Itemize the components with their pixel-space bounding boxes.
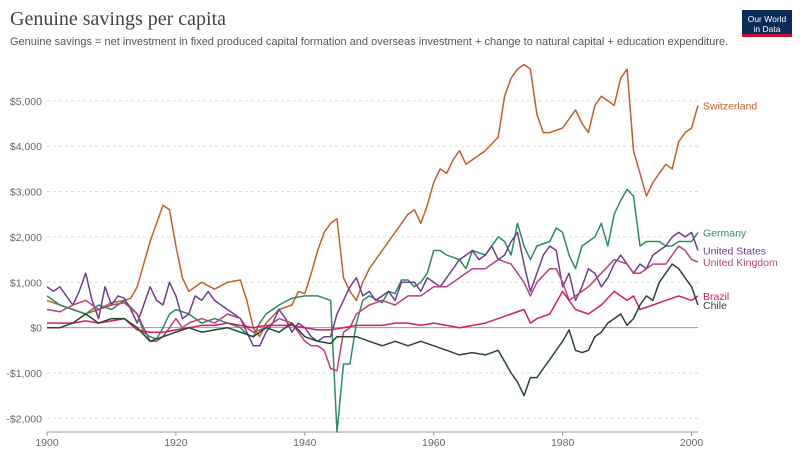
y-tick-label: $2,000 xyxy=(10,232,42,244)
y-tick-label: $3,000 xyxy=(10,187,42,199)
y-tick-label: $0 xyxy=(30,323,42,335)
x-tick-label: 1920 xyxy=(164,437,188,449)
chart-title: Genuine savings per capita xyxy=(10,8,227,30)
series-line-united-states[interactable] xyxy=(46,231,699,347)
chart-subtitle: Genuine savings = net investment in fixe… xyxy=(10,36,729,48)
series-label-germany[interactable]: Germany xyxy=(703,227,747,239)
series-label-brazil[interactable]: Brazil xyxy=(703,291,729,303)
x-tick-label: 1940 xyxy=(293,437,317,449)
logo-line-1: Our World xyxy=(747,14,787,24)
y-tick-label: $4,000 xyxy=(10,141,42,153)
logo-line-2: in Data xyxy=(753,24,781,34)
x-tick-label: 1900 xyxy=(35,437,59,449)
series-line-chile[interactable] xyxy=(47,263,699,397)
y-tick-label: -$2,000 xyxy=(6,413,42,425)
series-line-switzerland[interactable] xyxy=(46,63,699,338)
y-tick-label: -$1,000 xyxy=(6,368,42,380)
series-line-brazil[interactable] xyxy=(47,290,699,333)
series-line-germany[interactable] xyxy=(46,188,699,433)
owid-logo[interactable]: Our World in Data xyxy=(742,10,792,37)
y-tick-label: $1,000 xyxy=(10,277,42,289)
series-label-united-kingdom[interactable]: United Kingdom xyxy=(703,257,778,269)
x-tick-label: 2000 xyxy=(680,437,704,449)
x-tick-label: 1980 xyxy=(551,437,575,449)
series-label-united-states[interactable]: United States xyxy=(703,246,766,258)
y-tick-label: $5,000 xyxy=(10,96,42,108)
x-tick-label: 1960 xyxy=(422,437,446,449)
series-label-switzerland[interactable]: Switzerland xyxy=(703,100,757,112)
series-line-united-kingdom[interactable] xyxy=(46,245,699,372)
series-label-chile[interactable]: Chile xyxy=(703,300,727,312)
